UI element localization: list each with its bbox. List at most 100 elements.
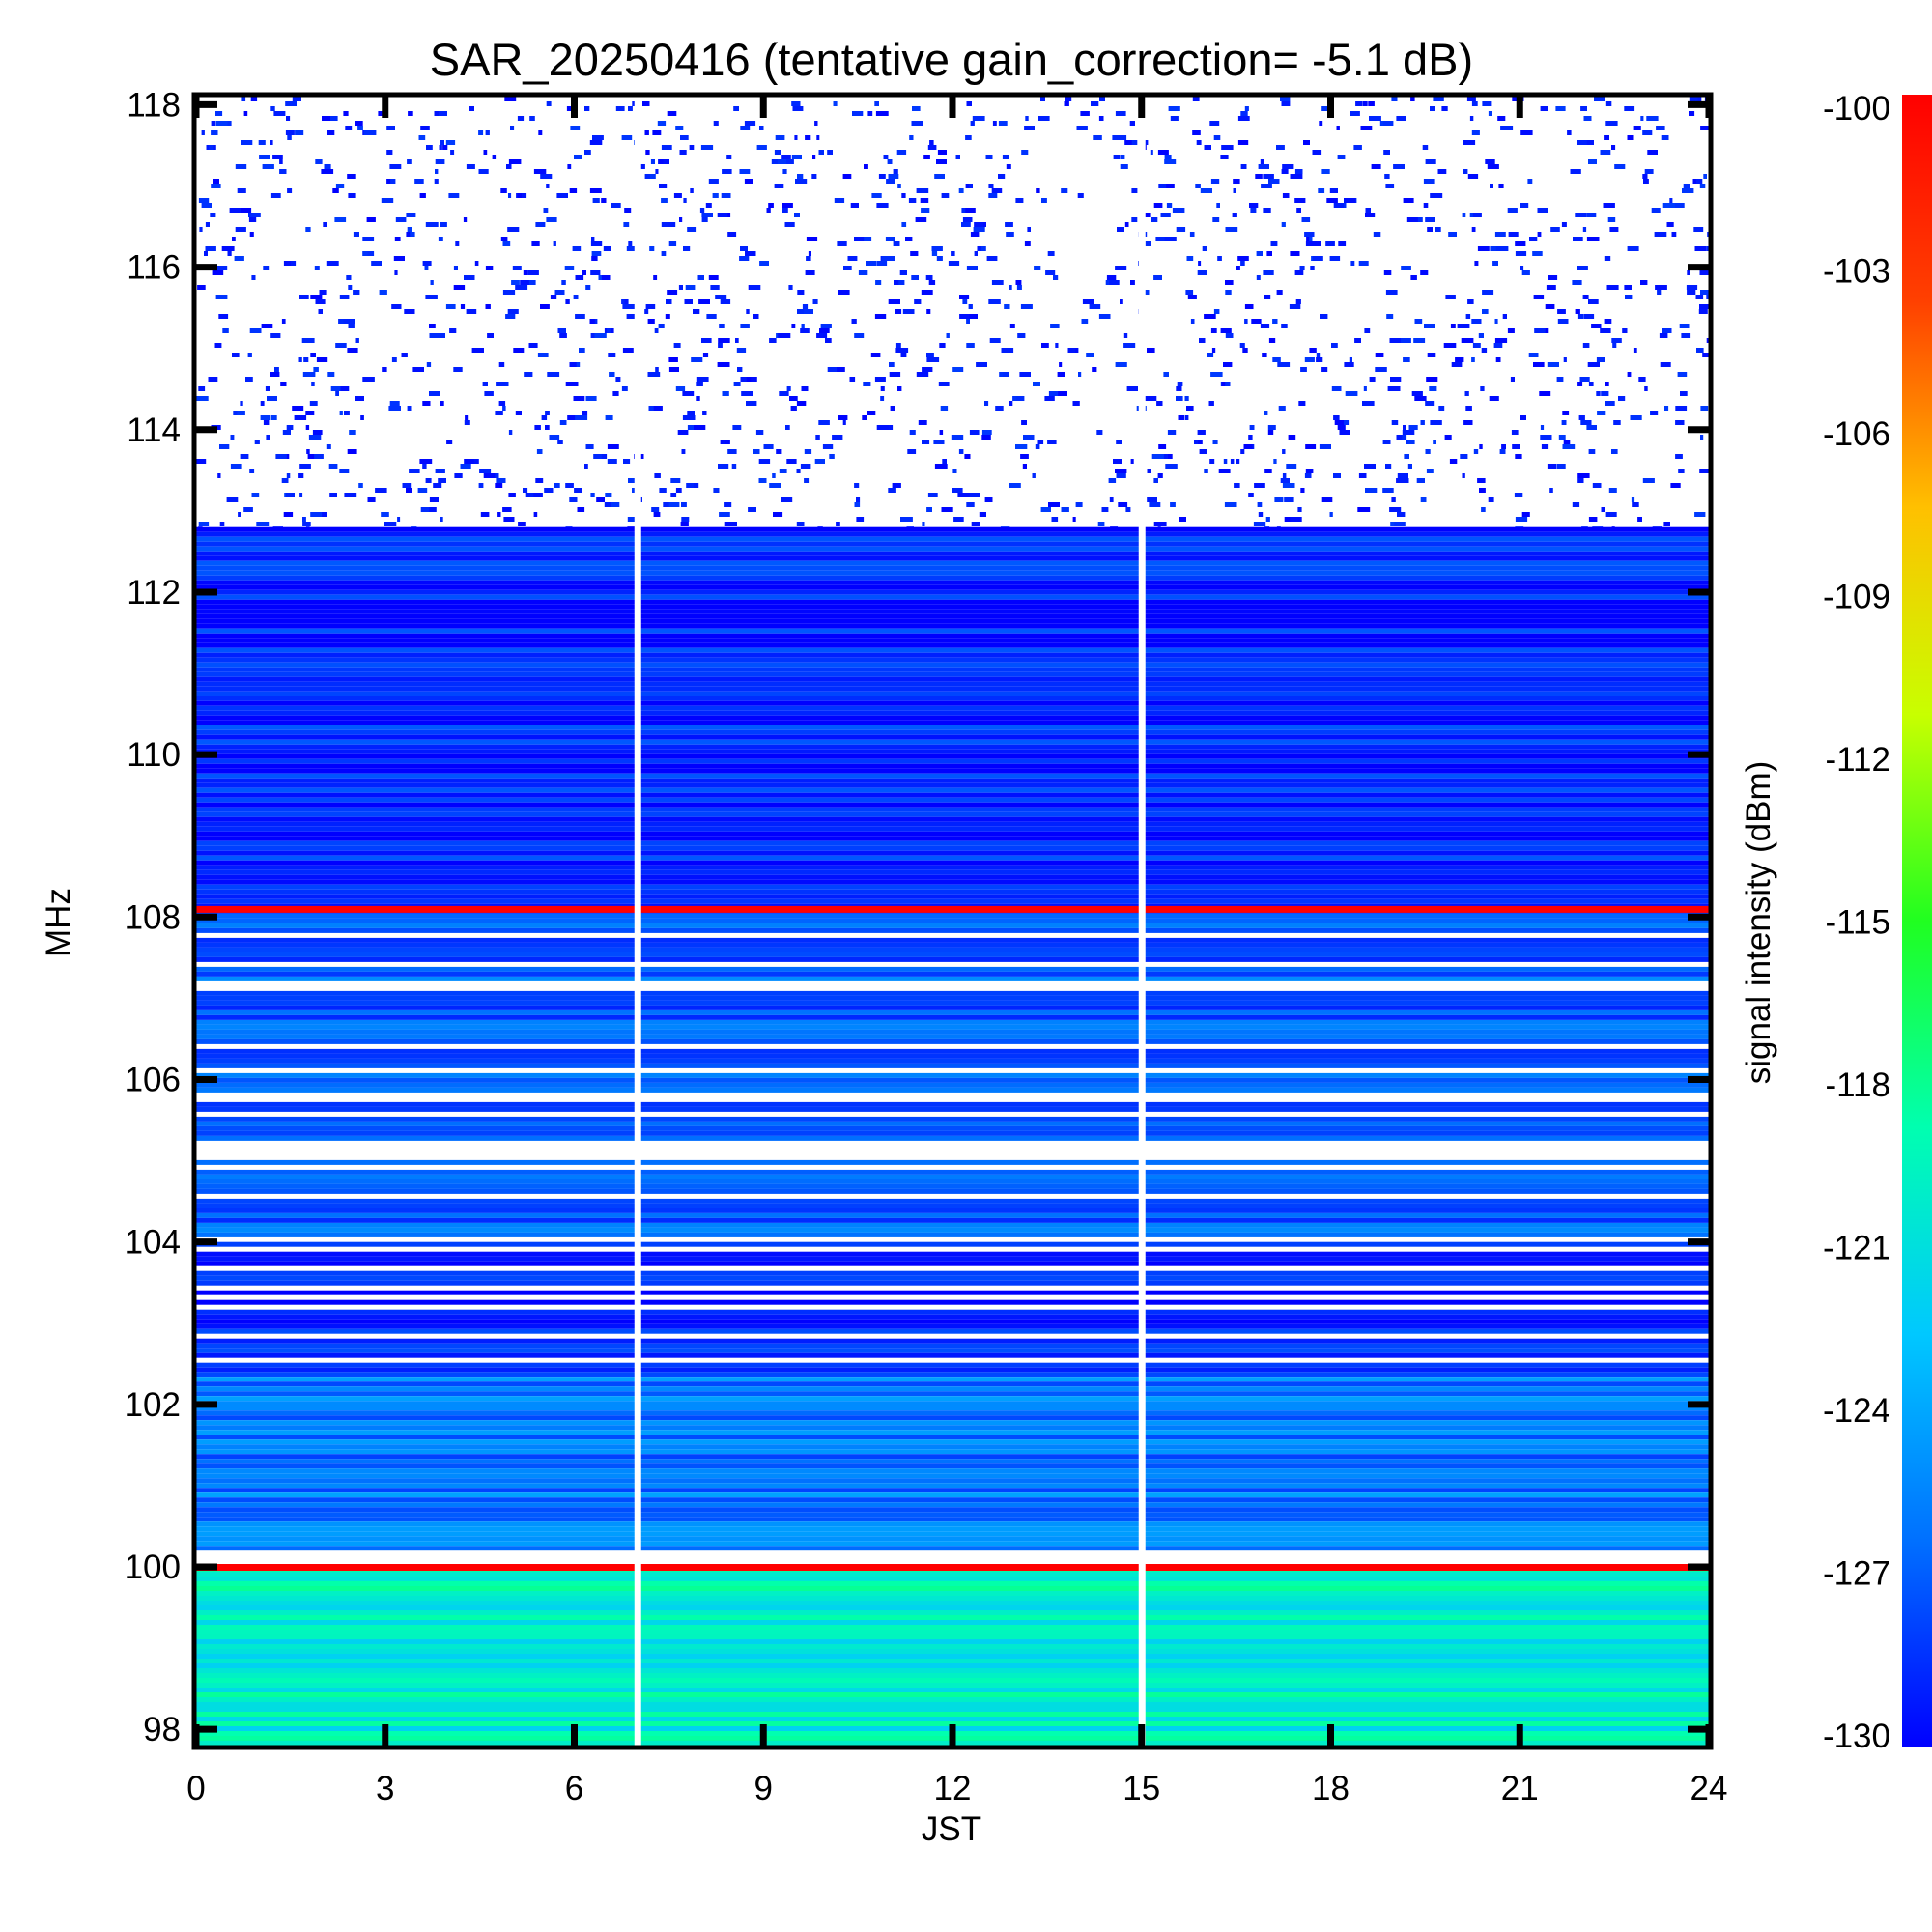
heatmap-cell — [668, 367, 679, 372]
colorbar-tick-label: -115 — [1826, 904, 1890, 942]
heatmap-cell — [1651, 411, 1658, 415]
heatmap-cell — [1580, 106, 1587, 111]
heatmap-cell — [196, 526, 1709, 532]
heatmap-cell — [525, 493, 536, 497]
heatmap-cell — [1006, 164, 1011, 169]
heatmap-cell — [659, 159, 664, 164]
heatmap-cell — [1211, 348, 1216, 353]
heatmap-cell — [746, 309, 750, 314]
heatmap-cell — [397, 517, 401, 522]
heatmap-cell — [902, 309, 915, 314]
heatmap-cell — [1240, 449, 1245, 454]
heatmap-cell — [196, 874, 1709, 880]
heatmap-cell — [1339, 430, 1350, 435]
heatmap-cell — [773, 512, 783, 517]
heatmap-cell — [215, 121, 228, 126]
heatmap-cell — [958, 188, 964, 193]
heatmap-cell — [299, 295, 309, 299]
heatmap-cell — [196, 923, 1709, 928]
heatmap-cell — [550, 295, 557, 299]
heatmap-cell — [1329, 188, 1338, 193]
heatmap-cell — [589, 188, 602, 193]
heatmap-cell — [196, 990, 1709, 996]
heatmap-cell — [959, 295, 970, 299]
heatmap-cell — [962, 299, 968, 304]
heatmap-cell — [797, 309, 804, 314]
heatmap-cell — [591, 251, 602, 256]
heatmap-cell — [196, 1130, 1709, 1136]
heatmap-cell — [196, 1251, 1709, 1257]
heatmap-cell — [1656, 126, 1665, 130]
heatmap-cell — [245, 377, 253, 382]
heatmap-cell — [279, 169, 287, 174]
heatmap-cell — [196, 927, 1709, 933]
heatmap-cell — [484, 391, 494, 396]
heatmap-cell — [921, 290, 933, 295]
heatmap-cell — [544, 488, 554, 493]
heatmap-cell — [1035, 444, 1040, 449]
heatmap-cell — [1276, 145, 1285, 150]
heatmap-cell — [196, 1702, 1709, 1707]
heatmap-cell — [866, 261, 877, 266]
heatmap-cell — [661, 145, 672, 150]
heatmap-cell — [592, 319, 598, 324]
heatmap-cell — [545, 411, 550, 415]
heatmap-cell — [1680, 391, 1688, 396]
heatmap-cell — [1337, 155, 1346, 159]
heatmap-cell — [196, 724, 1709, 730]
heatmap-cell — [1390, 377, 1402, 382]
heatmap-cell — [326, 444, 331, 449]
heatmap-cell — [1420, 420, 1425, 425]
heatmap-cell — [528, 343, 538, 348]
heatmap-cell — [1430, 106, 1435, 111]
heatmap-cell — [454, 473, 463, 478]
heatmap-cell — [449, 328, 457, 333]
heatmap-cell — [439, 333, 445, 338]
heatmap-cell — [196, 618, 1709, 624]
heatmap-cell — [933, 440, 945, 444]
heatmap-cell — [1449, 459, 1458, 464]
heatmap-cell — [999, 372, 1004, 377]
heatmap-cell — [1385, 464, 1392, 469]
heatmap-cell — [1099, 97, 1105, 101]
heatmap-cell — [406, 488, 412, 493]
heatmap-cell — [386, 126, 395, 130]
heatmap-cell — [1344, 362, 1354, 367]
heatmap-cell — [1349, 357, 1352, 362]
heatmap-cell — [1098, 116, 1104, 121]
heatmap-cell — [196, 1377, 1709, 1382]
heatmap-cell — [1105, 280, 1110, 285]
heatmap-cell — [790, 406, 797, 411]
heatmap-cell — [196, 879, 1709, 885]
heatmap-cell — [782, 203, 793, 208]
heatmap-cell — [1208, 401, 1214, 406]
heatmap-cell — [229, 208, 242, 213]
heatmap-cell — [916, 372, 929, 377]
heatmap-cell — [1284, 497, 1294, 502]
heatmap-cell — [388, 406, 401, 411]
heatmap-cell — [1192, 97, 1200, 101]
heatmap-cell — [778, 333, 791, 338]
heatmap-cell — [1575, 213, 1587, 217]
heatmap-cell — [196, 613, 1709, 619]
heatmap-cell — [1607, 217, 1616, 222]
heatmap-cell — [504, 97, 517, 101]
heatmap-cell — [959, 314, 970, 319]
heatmap-cell — [559, 420, 567, 425]
heatmap-cell — [230, 435, 235, 440]
heatmap-cell — [651, 507, 660, 512]
heatmap-cell — [1481, 348, 1488, 353]
heatmap-cell — [717, 213, 728, 217]
heatmap-cell — [355, 121, 363, 126]
heatmap-cell — [1186, 406, 1194, 411]
heatmap-cell — [429, 497, 439, 502]
heatmap-cell — [196, 1072, 1709, 1078]
heatmap-cell — [340, 386, 350, 391]
heatmap-cell — [668, 502, 680, 507]
heatmap-cell — [1663, 522, 1670, 526]
data-gap — [634, 97, 641, 1746]
heatmap-cell — [274, 367, 279, 372]
heatmap-cell — [196, 1188, 1709, 1194]
heatmap-cell — [951, 435, 964, 440]
